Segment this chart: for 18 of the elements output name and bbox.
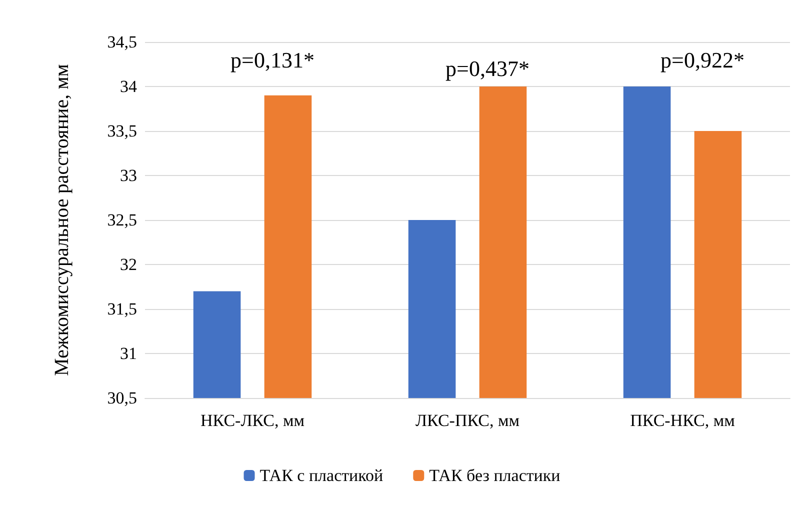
x-tick-label: НКС-ЛКС, мм (200, 411, 305, 430)
x-tick-label: ЛКС-ПКС, мм (416, 411, 520, 430)
y-axis-title: Межкомиссуральное расстояние, мм (51, 64, 73, 376)
x-tick-label: ПКС-НКС, мм (630, 411, 736, 430)
y-tick-label: 34,5 (107, 32, 137, 52)
annotation: p=0,437* (446, 56, 530, 82)
legend-label: ТАК без пластики (429, 466, 560, 485)
legend-label: ТАК с пластикой (260, 466, 384, 485)
y-tick-label: 30,5 (107, 388, 137, 408)
annotation: p=0,922* (660, 47, 744, 72)
annotation: p=0,131* (230, 47, 314, 72)
y-tick-label: 31,5 (107, 300, 137, 318)
y-tick-label: 33,5 (107, 122, 137, 140)
y-tick-label: 32 (120, 255, 137, 274)
y-tick-label: 31 (120, 344, 137, 363)
y-tick-label: 34 (120, 77, 138, 96)
y-tick-label: 33 (120, 166, 137, 185)
y-tick-label: 32,5 (107, 210, 137, 230)
